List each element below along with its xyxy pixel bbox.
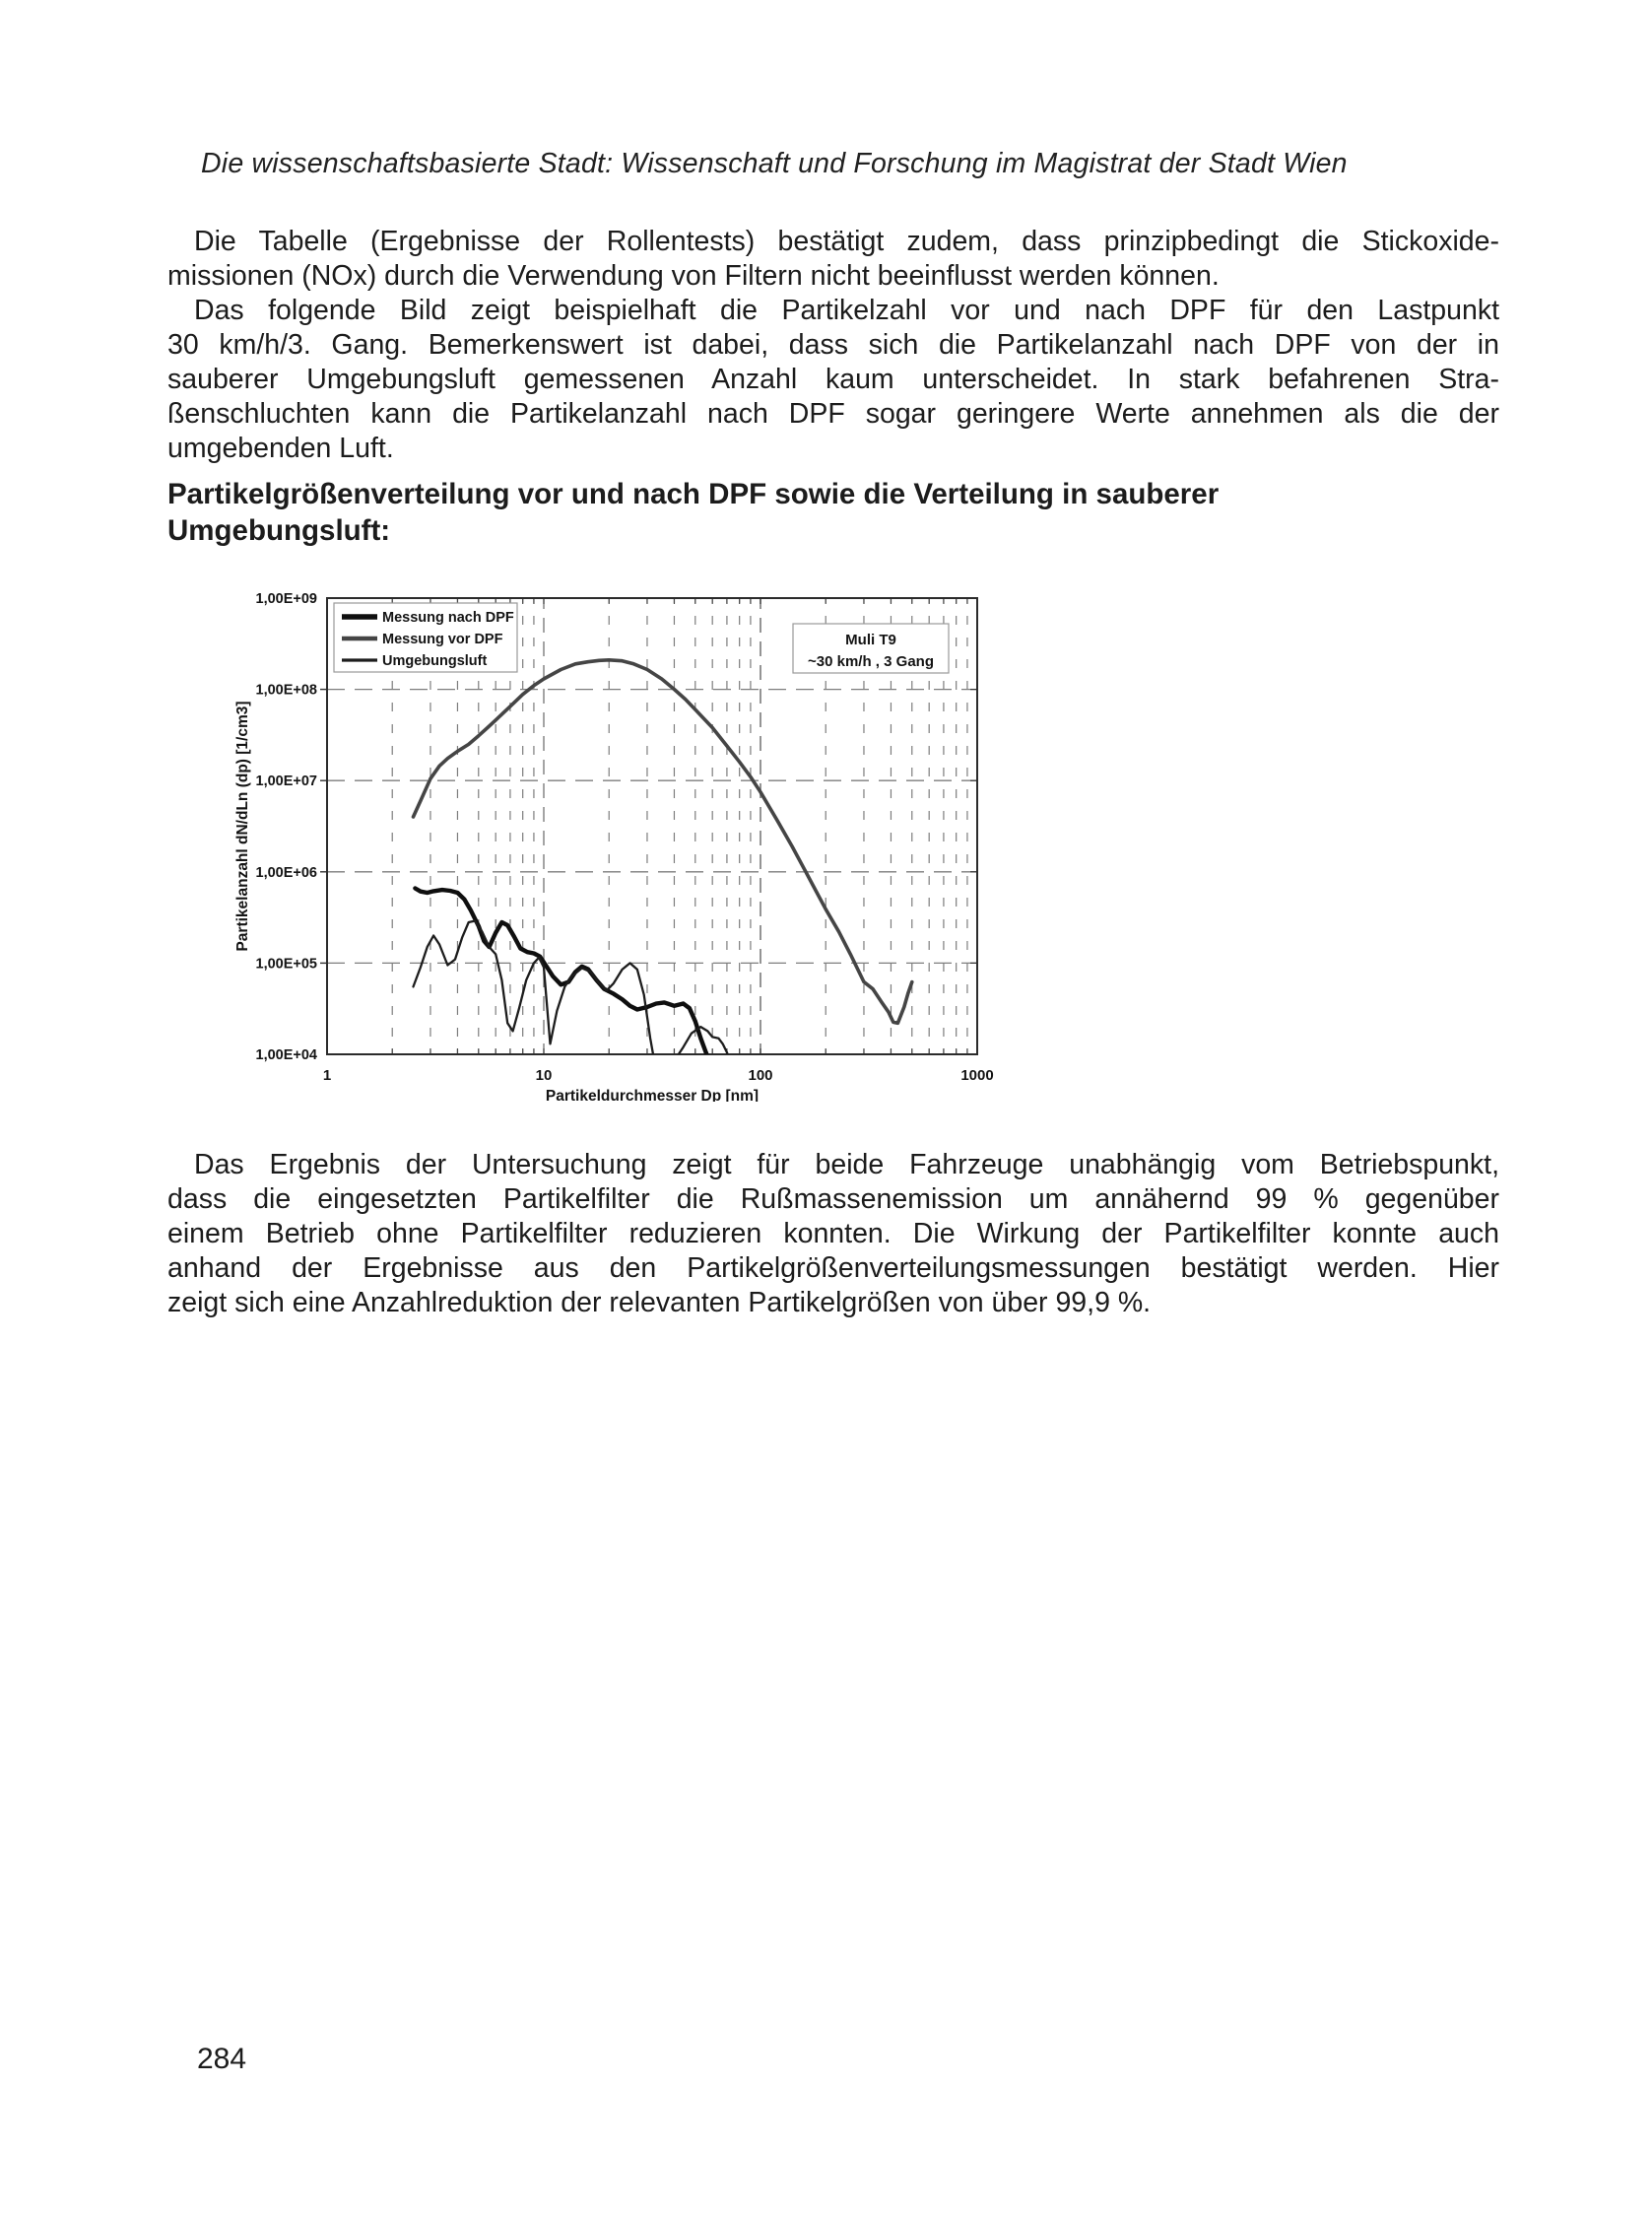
text-line: einem Betrieb ohne Partikelfilter reduzi… bbox=[167, 1218, 1499, 1249]
text-line: Das Ergebnis der Untersuchung zeigt für … bbox=[194, 1149, 1499, 1180]
svg-text:1,00E+06: 1,00E+06 bbox=[256, 865, 318, 881]
svg-text:Umgebungsluft: Umgebungsluft bbox=[382, 653, 487, 669]
text-line: sauberer Umgebungsluft gemessenen Anzahl… bbox=[167, 364, 1499, 395]
svg-text:1000: 1000 bbox=[960, 1067, 993, 1084]
svg-text:Partikelanzahl dN/dLn (dp) [1/: Partikelanzahl dN/dLn (dp) [1/cm3] bbox=[234, 701, 251, 951]
paragraph-3: Das Ergebnis der Untersuchung zeigt für … bbox=[167, 1148, 1499, 1320]
chart-figure: 1,00E+04 1,00E+05 1,00E+06 1,00E+07 1,00E+08… bbox=[234, 591, 994, 1105]
svg-text:1,00E+09: 1,00E+09 bbox=[256, 591, 318, 607]
svg-text:100: 100 bbox=[748, 1067, 772, 1084]
text-line: Das folgende Bild zeigt beispielhaft die… bbox=[194, 295, 1499, 326]
svg-text:1,00E+07: 1,00E+07 bbox=[256, 773, 318, 789]
paragraph-1: Die Tabelle (Ergebnisse der Rollentests)… bbox=[167, 225, 1499, 294]
text-line: anhand der Ergebnisse aus den Partikelgr… bbox=[167, 1252, 1499, 1284]
text-line: zeigt sich eine Anzahlreduktion der rele… bbox=[167, 1287, 1152, 1318]
svg-text:Messung nach DPF: Messung nach DPF bbox=[382, 610, 514, 626]
svg-text:1: 1 bbox=[323, 1067, 331, 1084]
text-line: umgebenden Luft. bbox=[167, 433, 394, 464]
text-line: missionen (NOx) durch die Verwendung von… bbox=[167, 260, 1220, 292]
chart-legend: Messung nach DPF Messung vor DPF Umgebungs… bbox=[333, 602, 518, 673]
svg-text:1,00E+04: 1,00E+04 bbox=[256, 1047, 318, 1063]
svg-text:Partikeldurchmesser Dp [nm]: Partikeldurchmesser Dp [nm] bbox=[546, 1088, 759, 1102]
svg-text:10: 10 bbox=[536, 1067, 553, 1084]
svg-text:1,00E+05: 1,00E+05 bbox=[256, 956, 318, 972]
svg-text:~30 km/h , 3 Gang: ~30 km/h , 3 Gang bbox=[808, 653, 934, 670]
text-line: Partikelgrößenverteilung vor und nach DP… bbox=[167, 478, 1220, 510]
text-line: 30 km/h/3. Gang. Bemerkenswert ist dabei… bbox=[167, 329, 1499, 361]
svg-text:Messung vor DPF: Messung vor DPF bbox=[382, 632, 503, 647]
chart-annotation: Muli T9 ~30 km/h , 3 Gang bbox=[792, 623, 950, 674]
text-line: dass die eingesetzten Partikelfilter die… bbox=[167, 1183, 1499, 1215]
page-number: 284 bbox=[197, 2043, 247, 2075]
particle-size-distribution-chart: 1,00E+04 1,00E+05 1,00E+06 1,00E+07 1,00E+08… bbox=[222, 579, 1000, 1105]
text-line: Die Tabelle (Ergebnisse der Rollentests)… bbox=[194, 226, 1499, 257]
paragraph-2: Das folgende Bild zeigt beispielhaft die… bbox=[167, 294, 1499, 466]
svg-text:1,00E+08: 1,00E+08 bbox=[256, 683, 318, 699]
running-header: Die wissenschaftsbasierte Stadt: Wissens… bbox=[201, 148, 1348, 179]
text-line: Umgebungsluft: bbox=[167, 514, 391, 547]
svg-text:Muli T9: Muli T9 bbox=[845, 632, 896, 648]
text-line: ßenschluchten kann die Partikelanzahl na… bbox=[167, 398, 1499, 430]
section-heading: Partikelgrößenverteilung vor und nach DP… bbox=[167, 476, 1499, 549]
